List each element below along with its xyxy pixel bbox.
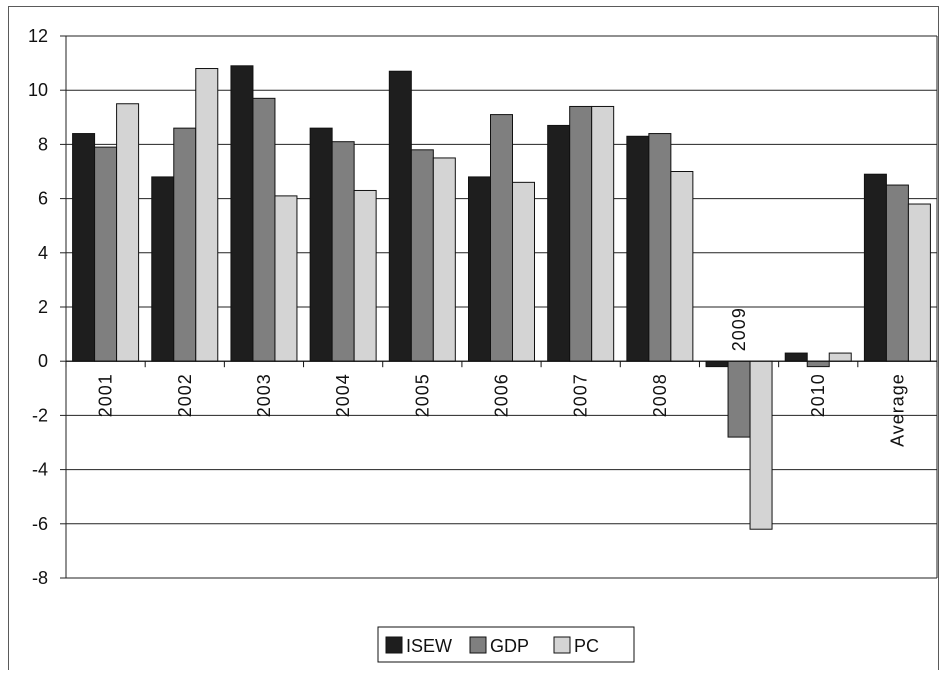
bar-gdp-2003 xyxy=(252,97,276,362)
axes xyxy=(60,35,938,579)
legend-swatch-pc xyxy=(553,636,571,654)
x-tick-label: 2003 xyxy=(254,373,274,417)
y-tick-label: 8 xyxy=(38,134,48,154)
x-tick-label: 2006 xyxy=(492,373,512,417)
legend-label-isew: ISEW xyxy=(406,636,452,656)
legend: ISEW GDP PC xyxy=(377,626,635,663)
x-tick-label: 2005 xyxy=(412,373,432,417)
y-tick-label: 12 xyxy=(28,26,48,46)
y-tick-label: 0 xyxy=(38,351,48,371)
x-tick-labels: 2001 2002 2003 2004 2005 2006 2007 2008 2009 2010… xyxy=(96,307,908,447)
bar-isew-2003 xyxy=(230,65,254,362)
bar-gdp-2009 xyxy=(727,360,751,438)
bar-isew-2008 xyxy=(626,135,650,362)
y-tick-label: 10 xyxy=(28,80,48,100)
bar-pc-2004 xyxy=(353,189,377,362)
legend-box xyxy=(377,626,635,663)
bar-gdp-2002 xyxy=(173,127,197,362)
x-tick-label: 2002 xyxy=(175,373,195,417)
bar-gdp-average xyxy=(885,184,909,362)
bar-pc-2010 xyxy=(828,352,852,362)
x-tick-label: 2007 xyxy=(571,373,591,417)
bar-gdp-2005 xyxy=(410,149,434,362)
bar-isew-2001 xyxy=(72,133,96,362)
y-tick-label: -8 xyxy=(32,568,48,588)
legend-label-pc: PC xyxy=(574,636,599,656)
y-tick-label: 4 xyxy=(38,243,48,263)
bar-isew-2010 xyxy=(784,352,808,362)
bar-isew-2002 xyxy=(151,176,175,362)
bars xyxy=(72,65,931,530)
bar-pc-2002 xyxy=(195,68,219,362)
bar-isew-2005 xyxy=(388,70,412,362)
bar-pc-2005 xyxy=(432,157,456,362)
bar-gdp-2008 xyxy=(648,133,672,362)
bar-gdp-2006 xyxy=(490,114,513,362)
legend-swatch-gdp xyxy=(469,636,487,654)
bar-gdp-2010 xyxy=(806,360,830,368)
bar-gdp-2004 xyxy=(331,141,355,362)
bar-pc-2001 xyxy=(116,103,140,362)
bar-isew-2007 xyxy=(547,124,571,362)
x-tick-label: 2008 xyxy=(650,373,670,417)
y-tick-label: -4 xyxy=(32,460,48,480)
x-tick-label: 2010 xyxy=(808,373,828,417)
x-tick-label: 2009 xyxy=(729,307,749,351)
bar-gdp-2007 xyxy=(569,105,593,362)
bar-gdp-2001 xyxy=(94,146,118,362)
bar-pc-2003 xyxy=(274,195,298,362)
bar-pc-2006 xyxy=(512,181,535,362)
bar-pc-2007 xyxy=(591,105,615,362)
legend-swatch-isew xyxy=(385,636,403,654)
bar-isew-2004 xyxy=(309,127,333,362)
bar-isew-2006 xyxy=(468,176,491,362)
chart-frame xyxy=(8,6,939,670)
x-tick-label: 2004 xyxy=(333,373,353,417)
bar-isew-2009 xyxy=(705,360,729,368)
y-tick-label: 6 xyxy=(38,189,48,209)
legend-label-gdp: GDP xyxy=(490,636,529,656)
bar-pc-2008 xyxy=(670,171,694,362)
y-tick-label: -2 xyxy=(32,405,48,425)
bar-pc-2009 xyxy=(749,360,773,530)
bar-isew-average xyxy=(863,173,887,362)
y-tick-label: 2 xyxy=(38,297,48,317)
y-tick-labels: 12 10 8 6 4 2 0 -2 -4 -6 -8 xyxy=(28,26,48,588)
x-tick-label: Average xyxy=(887,373,907,447)
bar-pc-average xyxy=(907,203,931,362)
x-tick-label: 2001 xyxy=(96,373,116,417)
y-tick-label: -6 xyxy=(32,514,48,534)
